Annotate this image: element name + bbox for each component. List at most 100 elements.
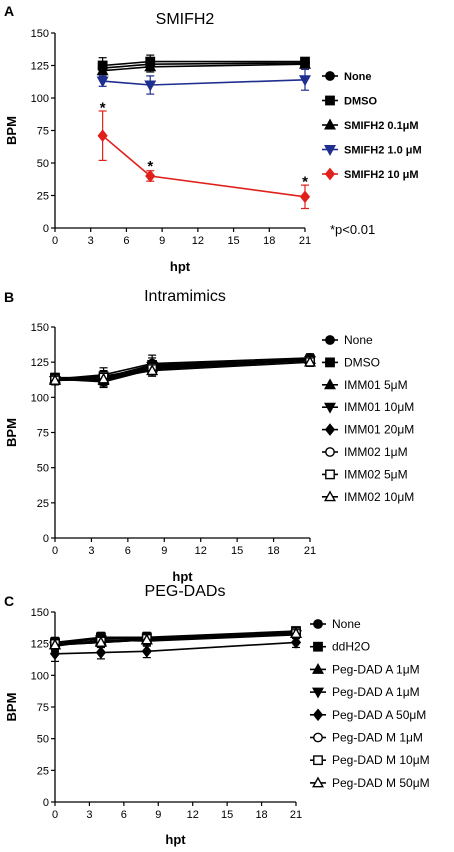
y-axis-label: BPM (4, 693, 19, 722)
legend-marker (312, 776, 324, 788)
legend-label: Peg-DAD A 1μM (332, 685, 420, 699)
data-point (97, 372, 110, 384)
data-point (299, 57, 311, 69)
legend-marker (312, 687, 324, 699)
x-tick-label: 12 (192, 235, 204, 247)
series-2 (96, 57, 311, 78)
legend-item: None (310, 617, 361, 631)
legend-label: DMSO (344, 96, 377, 108)
x-axis-label: hpt (165, 832, 186, 847)
x-tick-label: 18 (267, 545, 279, 557)
data-point (145, 169, 156, 183)
data-point (290, 627, 302, 639)
series-7 (49, 355, 316, 386)
legend-label: Peg-DAD A 50μM (332, 708, 426, 722)
y-tick-label: 50 (37, 463, 49, 475)
y-tick-label: 75 (37, 428, 49, 440)
legend-marker (325, 335, 335, 345)
y-tick-label: 150 (31, 322, 49, 334)
x-tick-label: 6 (125, 545, 131, 557)
x-tick-label: 9 (161, 545, 167, 557)
legend-label: SMIFH2 1.0 μM (344, 145, 422, 157)
legend-label: None (332, 617, 361, 631)
x-tick-label: 12 (187, 809, 199, 821)
legend-item: Peg-DAD M 50μM (310, 776, 430, 790)
data-point (49, 647, 61, 661)
x-tick-label: 9 (155, 809, 161, 821)
x-tick-label: 15 (231, 545, 243, 557)
legend-item: Peg-DAD M 10μM (310, 753, 430, 767)
legend-marker (325, 357, 335, 368)
series-line (102, 135, 306, 198)
legend-marker (324, 490, 336, 502)
y-tick-label: 0 (43, 797, 49, 809)
series-line (102, 79, 306, 86)
chart-panel-c: C PEG-DADs 0 25 50 75 100 125 150 0 3 6 9 12 15 18 21 hpt… (4, 583, 430, 847)
x-tick-label: 21 (304, 545, 316, 557)
series-line (54, 361, 311, 382)
y-tick-label: 50 (37, 734, 49, 746)
data-point (49, 638, 61, 650)
legend: None DMSO SMIFH2 0.1μM SMIFH2 1.0 μM SMIFH2 … (322, 71, 422, 181)
legend-marker (325, 95, 335, 106)
y-tick-label: 150 (31, 607, 49, 619)
y-tick-label: 75 (37, 702, 49, 714)
chart-title: SMIFH2 (156, 11, 215, 28)
legend-marker (313, 641, 323, 652)
legend-marker (325, 447, 335, 457)
legend-label: IMM01 5μM (344, 378, 408, 392)
y-tick-label: 125 (31, 639, 49, 651)
legend-label: None (344, 71, 372, 83)
y-tick-label: 50 (37, 158, 49, 170)
legend-item: None (322, 333, 373, 347)
legend-label: ddH2O (332, 640, 370, 654)
legend-item: DMSO (322, 96, 377, 108)
series-line (54, 359, 311, 380)
y-tick-label: 0 (43, 223, 49, 235)
data-point (144, 60, 157, 72)
legend: None ddH2O Peg-DAD A 1μM Peg-DAD A 1μM Peg-D… (310, 617, 430, 790)
x-tick-label: 6 (121, 809, 127, 821)
legend-label: IMM01 20μM (344, 423, 414, 437)
legend-marker (312, 662, 324, 674)
legend-item: Peg-DAD A 1μM (310, 662, 420, 676)
legend-marker (324, 118, 336, 130)
series-7 (49, 627, 302, 651)
series-line (54, 641, 297, 655)
x-tick-label: 21 (299, 235, 311, 247)
x-tick-label: 12 (195, 545, 207, 557)
x-tick-label: 15 (221, 809, 233, 821)
y-tick-label: 100 (31, 93, 49, 105)
panel-letter: C (4, 593, 14, 609)
legend-label: None (344, 333, 373, 347)
legend-label: IMM02 10μM (344, 490, 414, 504)
legend-item: Peg-DAD M 1μM (310, 731, 423, 745)
legend-item: SMIFH2 0.1μM (322, 118, 419, 132)
legend-item: IMM01 20μM (322, 423, 414, 437)
legend-item: IMM02 1μM (322, 445, 408, 459)
series-line (54, 632, 297, 646)
x-axis-label: hpt (170, 259, 191, 274)
legend-marker (313, 755, 323, 766)
legend-label: Peg-DAD M 1μM (332, 731, 423, 745)
y-tick-label: 100 (31, 670, 49, 682)
x-tick-label: 3 (88, 545, 94, 557)
x-tick-label: 18 (263, 235, 275, 247)
data-point (304, 355, 316, 367)
data-point (144, 80, 157, 92)
x-tick-label: 0 (52, 545, 58, 557)
y-tick-label: 25 (37, 498, 49, 510)
y-axis-label: BPM (4, 418, 19, 447)
x-tick-label: 0 (52, 809, 58, 821)
x-tick-label: 0 (52, 235, 58, 247)
data-point (95, 646, 107, 659)
y-tick-label: 25 (37, 765, 49, 777)
legend-marker (325, 469, 335, 480)
series-3 (96, 68, 311, 95)
legend-marker (313, 732, 323, 743)
y-tick-label: 100 (31, 392, 49, 404)
significance-marker: * (302, 174, 308, 191)
legend-item: Peg-DAD A 50μM (310, 708, 426, 722)
legend-marker (313, 619, 323, 629)
legend: None DMSO IMM01 5μM IMM01 10μM IMM01 20μM IMM… (322, 333, 414, 504)
